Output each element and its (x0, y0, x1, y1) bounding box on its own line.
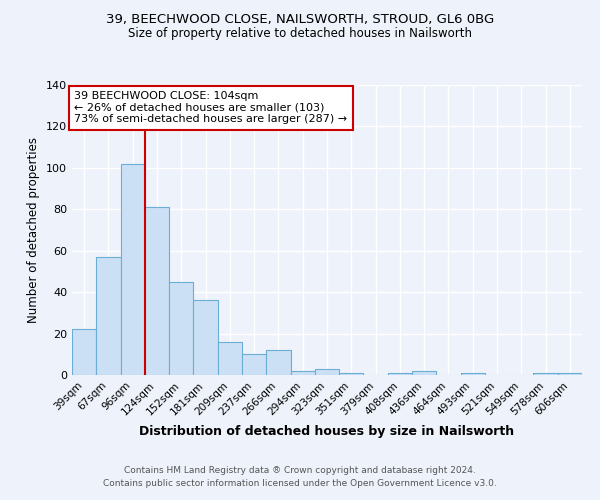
Bar (266, 350, 290, 375)
Bar (72, 330, 96, 375)
Bar (96, 257, 121, 375)
Text: Size of property relative to detached houses in Nailsworth: Size of property relative to detached ho… (128, 28, 472, 40)
Bar (242, 354, 266, 375)
Bar (412, 371, 436, 375)
Bar (315, 369, 339, 375)
Bar (193, 300, 218, 375)
Bar (558, 373, 582, 375)
Bar (388, 373, 412, 375)
Bar (290, 371, 315, 375)
Text: 39, BEECHWOOD CLOSE, NAILSWORTH, STROUD, GL6 0BG: 39, BEECHWOOD CLOSE, NAILSWORTH, STROUD,… (106, 12, 494, 26)
Text: Contains public sector information licensed under the Open Government Licence v3: Contains public sector information licen… (103, 478, 497, 488)
Bar (218, 342, 242, 375)
Bar (339, 373, 364, 375)
Bar (145, 207, 169, 375)
Y-axis label: Number of detached properties: Number of detached properties (28, 137, 40, 323)
Text: Contains HM Land Registry data ® Crown copyright and database right 2024.: Contains HM Land Registry data ® Crown c… (124, 466, 476, 475)
Bar (169, 282, 193, 375)
Text: 39 BEECHWOOD CLOSE: 104sqm
← 26% of detached houses are smaller (103)
73% of sem: 39 BEECHWOOD CLOSE: 104sqm ← 26% of deta… (74, 91, 347, 124)
Bar (121, 164, 145, 375)
Bar (533, 373, 558, 375)
Bar (461, 373, 485, 375)
X-axis label: Distribution of detached houses by size in Nailsworth: Distribution of detached houses by size … (139, 425, 515, 438)
